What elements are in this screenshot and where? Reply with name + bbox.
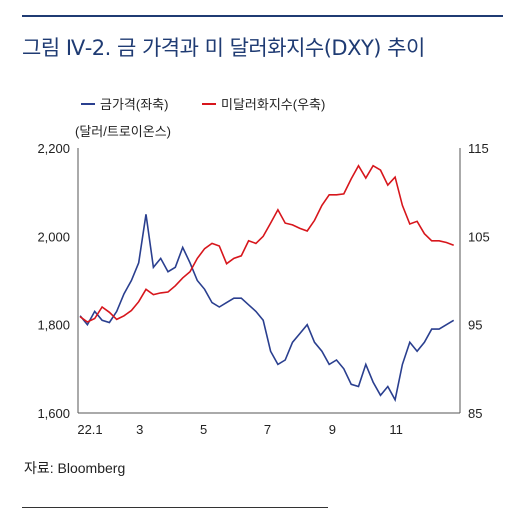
left-tick-label: 1,800 xyxy=(37,318,70,333)
x-tick-label: 11 xyxy=(389,422,403,437)
right-tick-label: 115 xyxy=(468,141,489,156)
left-tick-label: 2,200 xyxy=(37,141,70,156)
right-tick-label: 85 xyxy=(468,406,482,421)
x-tick-label: 9 xyxy=(329,422,336,437)
right-tick-label: 105 xyxy=(468,229,490,244)
bottom-rule xyxy=(22,507,328,508)
x-tick-label: 3 xyxy=(136,422,143,437)
right-tick-labels: 115 105 95 85 xyxy=(468,141,490,421)
series-line-gold xyxy=(79,214,455,403)
left-tick-label: 2,000 xyxy=(37,229,70,244)
top-rule xyxy=(22,15,503,17)
right-tick-label: 95 xyxy=(468,318,482,333)
legend-label-gold: 금가격(좌축) xyxy=(100,97,168,112)
series-line-dxy xyxy=(79,164,454,323)
unit-label: (달러/트로이온스) xyxy=(75,124,171,139)
x-tick-label: 22.1 xyxy=(77,422,102,437)
x-tick-label: 7 xyxy=(264,422,271,437)
legend: 금가격(좌축) 미달러화지수(우축) xyxy=(81,97,325,112)
x-tick-labels: 22.1 3 5 7 9 11 xyxy=(77,422,403,437)
left-tick-label: 1,600 xyxy=(37,406,70,421)
left-tick-labels: 2,200 2,000 1,800 1,600 xyxy=(37,141,70,421)
legend-label-dxy: 미달러화지수(우축) xyxy=(221,97,325,112)
source-note: 자료: Bloomberg xyxy=(24,460,126,476)
figure-title: 그림 Ⅳ-2. 금 가격과 미 달러화지수(DXY) 추이 xyxy=(22,36,425,60)
x-tick-label: 5 xyxy=(200,422,207,437)
line-chart: 금가격(좌축) 미달러화지수(우축) (달러/트로이온스) 2,200 2,00… xyxy=(37,97,490,437)
